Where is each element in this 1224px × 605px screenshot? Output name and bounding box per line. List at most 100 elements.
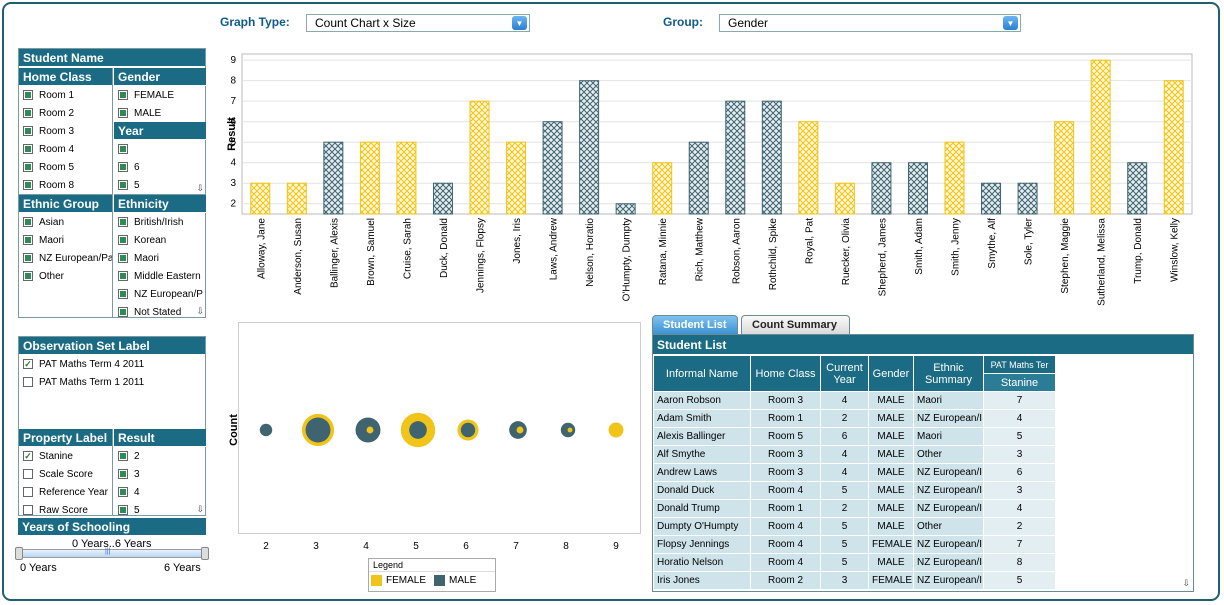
obs-option[interactable]: PAT Maths Term 4 2011 xyxy=(19,355,205,373)
male-bubble[interactable] xyxy=(409,421,427,439)
tab-count-summary[interactable]: Count Summary xyxy=(741,315,850,335)
checkbox[interactable] xyxy=(23,505,33,515)
ethnicity-option[interactable]: Middle Eastern xyxy=(114,267,206,285)
checkbox[interactable] xyxy=(23,253,33,263)
checkbox[interactable] xyxy=(23,451,33,461)
result-option[interactable]: 2 xyxy=(114,447,206,465)
prop-option[interactable]: Stanine xyxy=(19,447,112,465)
table-row[interactable]: Iris Jones Room 2 3 FEMALE NZ European/I 5 xyxy=(653,571,1056,590)
bar[interactable] xyxy=(652,162,673,215)
bar[interactable] xyxy=(506,141,527,215)
checkbox[interactable] xyxy=(118,235,128,245)
scroll-down-icon[interactable]: ⇩ xyxy=(1182,578,1190,588)
slider-min-handle[interactable] xyxy=(15,547,23,560)
table-row[interactable]: Alexis Ballinger Room 5 6 MALE Maori 5 xyxy=(653,427,1056,446)
bar[interactable] xyxy=(432,182,453,215)
checkbox[interactable] xyxy=(118,144,128,154)
checkbox[interactable] xyxy=(23,144,33,154)
checkbox[interactable] xyxy=(118,217,128,227)
bar[interactable] xyxy=(579,80,600,215)
checkbox[interactable] xyxy=(23,377,33,387)
bar[interactable] xyxy=(798,121,819,215)
home-class-option[interactable]: Room 3 xyxy=(19,122,112,140)
bar[interactable] xyxy=(1017,182,1038,215)
checkbox[interactable] xyxy=(118,253,128,263)
checkbox[interactable] xyxy=(23,180,33,190)
col-stanine[interactable]: Stanine xyxy=(983,373,1056,392)
checkbox[interactable] xyxy=(23,271,33,281)
bar[interactable] xyxy=(542,121,563,215)
bar[interactable] xyxy=(323,141,344,215)
chevron-down-icon[interactable]: ▼ xyxy=(1003,16,1018,30)
bar[interactable] xyxy=(1163,80,1184,215)
col-gender[interactable]: Gender xyxy=(868,355,914,392)
checkbox[interactable] xyxy=(118,108,128,118)
male-bubble[interactable] xyxy=(305,417,331,443)
year-option[interactable] xyxy=(114,140,206,158)
obs-option[interactable]: PAT Maths Term 1 2011 xyxy=(19,373,205,391)
bar[interactable] xyxy=(286,182,307,215)
table-row[interactable]: Alf Smythe Room 3 4 MALE Other 3 xyxy=(653,445,1056,464)
ethnicity-option[interactable]: Not Stated xyxy=(114,303,206,321)
table-row[interactable]: Donald Duck Room 4 5 MALE NZ European/I 3 xyxy=(653,481,1056,500)
col-current-year[interactable]: Current Year xyxy=(820,355,869,392)
checkbox[interactable] xyxy=(118,469,128,479)
checkbox[interactable] xyxy=(23,162,33,172)
bar[interactable] xyxy=(871,162,892,215)
bar[interactable] xyxy=(981,182,1002,215)
table-row[interactable]: Donald Trump Room 1 2 MALE NZ European/I 4 xyxy=(653,499,1056,518)
col-home-class[interactable]: Home Class xyxy=(750,355,821,392)
ethnic-group-option[interactable]: NZ European/Pa xyxy=(19,249,112,267)
checkbox[interactable] xyxy=(118,180,128,190)
bar[interactable] xyxy=(359,141,380,215)
bar[interactable] xyxy=(907,162,928,215)
scroll-down-icon[interactable]: ⇩ xyxy=(196,504,204,514)
result-option[interactable]: 3 xyxy=(114,465,206,483)
col-informal-name[interactable]: Informal Name xyxy=(653,355,751,392)
table-row[interactable]: Dumpty O'Humpty Room 4 5 MALE Other 2 xyxy=(653,517,1056,536)
bar[interactable] xyxy=(944,141,965,215)
table-row[interactable]: Aaron Robson Room 3 4 MALE Maori 7 xyxy=(653,391,1056,410)
checkbox[interactable] xyxy=(118,505,128,515)
checkbox[interactable] xyxy=(118,307,128,317)
slider-max-handle[interactable] xyxy=(201,547,209,560)
checkbox[interactable] xyxy=(23,90,33,100)
checkbox[interactable] xyxy=(23,217,33,227)
graph-type-dropdown[interactable]: Count Chart x Size ▼ xyxy=(306,14,530,32)
checkbox[interactable] xyxy=(118,162,128,172)
gender-option[interactable]: FEMALE xyxy=(114,86,206,104)
result-option[interactable]: 5 xyxy=(114,501,206,519)
home-class-option[interactable]: Room 1 xyxy=(19,86,112,104)
male-bubble[interactable] xyxy=(460,422,476,438)
table-row[interactable]: Horatio Nelson Room 4 5 MALE NZ European/I 8 xyxy=(653,553,1056,572)
ethnic-group-option[interactable]: Maori xyxy=(19,231,112,249)
group-dropdown[interactable]: Gender ▼ xyxy=(719,14,1021,32)
tab-student-list[interactable]: Student List xyxy=(652,315,738,335)
scroll-down-icon[interactable]: ⇩ xyxy=(196,306,204,316)
bar[interactable] xyxy=(615,203,636,215)
checkbox[interactable] xyxy=(118,289,128,299)
bar[interactable] xyxy=(396,141,417,215)
male-bubble[interactable] xyxy=(259,423,273,437)
col-ethnic-summary[interactable]: Ethnic Summary xyxy=(913,355,984,392)
ethnicity-option[interactable]: British/Irish xyxy=(114,213,206,231)
checkbox[interactable] xyxy=(118,90,128,100)
checkbox[interactable] xyxy=(118,487,128,497)
checkbox[interactable] xyxy=(23,487,33,497)
checkbox[interactable] xyxy=(118,451,128,461)
bar[interactable] xyxy=(688,141,709,215)
checkbox[interactable] xyxy=(23,235,33,245)
home-class-option[interactable]: Room 2 xyxy=(19,104,112,122)
table-row[interactable]: Andrew Laws Room 3 4 MALE NZ European/I 6 xyxy=(653,463,1056,482)
gender-option[interactable]: MALE xyxy=(114,104,206,122)
home-class-option[interactable]: Room 4 xyxy=(19,140,112,158)
checkbox[interactable] xyxy=(118,271,128,281)
checkbox[interactable] xyxy=(23,469,33,479)
prop-option[interactable]: Reference Year xyxy=(19,483,112,501)
ethnic-group-option[interactable]: Other xyxy=(19,267,112,285)
year-option[interactable]: 6 xyxy=(114,158,206,176)
home-class-option[interactable]: Room 5 xyxy=(19,158,112,176)
years-slider[interactable]: ||| xyxy=(15,547,209,560)
bar[interactable] xyxy=(761,100,782,215)
ethnic-group-option[interactable]: Asian xyxy=(19,213,112,231)
